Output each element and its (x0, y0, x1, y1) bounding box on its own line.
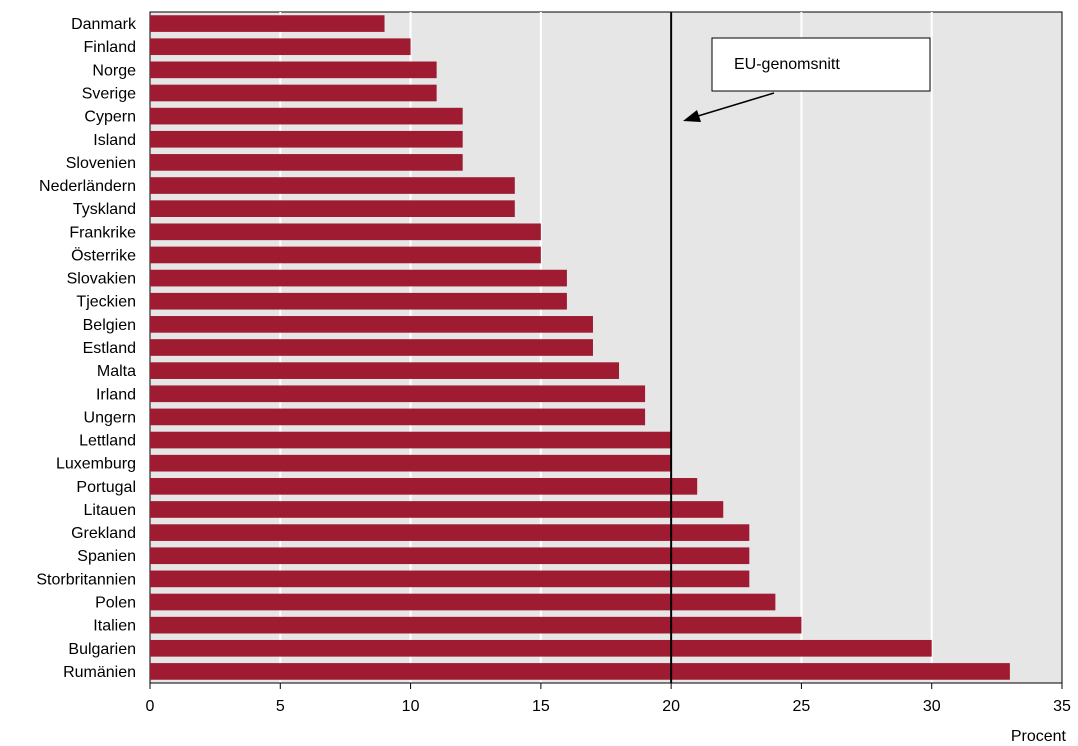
bar (150, 362, 620, 379)
arrow-icon (683, 110, 701, 122)
bar (150, 524, 750, 541)
bar (150, 477, 698, 495)
category-label: Finland (84, 39, 136, 56)
bar (150, 223, 541, 241)
category-label: Italien (93, 618, 136, 635)
category-label: Rumänien (63, 664, 136, 681)
category-label: Island (93, 132, 136, 149)
bar (150, 177, 515, 194)
bar (150, 15, 385, 32)
x-tick-label: 20 (662, 698, 680, 715)
x-tick-label: 25 (793, 698, 811, 715)
bar (150, 200, 515, 218)
bar (150, 246, 541, 264)
category-label: Portugal (76, 479, 136, 496)
eu-average-annotation: EU-genomsnitt (683, 37, 931, 122)
category-label: Storbritannien (36, 571, 136, 588)
bar (150, 385, 646, 403)
category-label: Lettland (79, 433, 136, 450)
bar (150, 639, 932, 657)
x-axis-unit-label: Procent (1011, 728, 1067, 745)
x-tick-label: 10 (402, 698, 420, 715)
x-tick-label: 5 (276, 698, 285, 715)
bar (150, 501, 724, 518)
category-label: Österrike (71, 246, 136, 264)
category-label: Cypern (84, 109, 136, 126)
bar (150, 616, 802, 634)
bar (150, 154, 463, 171)
category-label: Danmark (71, 16, 137, 33)
bar (150, 593, 776, 611)
bar (150, 408, 646, 426)
bar (150, 130, 463, 148)
annotation-box (711, 37, 931, 92)
x-tick-label: 30 (923, 698, 941, 715)
bar (150, 38, 411, 56)
category-label: Polen (95, 595, 136, 612)
bars (150, 15, 1010, 680)
bar (150, 431, 672, 449)
bar (150, 84, 437, 102)
bar (150, 316, 593, 333)
category-label: Sverige (82, 85, 136, 102)
x-tick-label: 0 (146, 698, 155, 715)
x-tick-labels: 0 5 10 15 20 25 30 35 (146, 698, 1071, 715)
x-tick-label: 35 (1053, 698, 1071, 715)
category-label: Irland (96, 386, 136, 403)
category-label: Tyskland (73, 201, 136, 218)
category-labels: Danmark Finland Norge Sverige Cypern Island Sl… (36, 16, 137, 681)
category-label: Belgien (83, 317, 136, 334)
bar (150, 292, 567, 310)
category-label: Tjeckien (76, 294, 136, 311)
category-label: Bulgarien (68, 641, 136, 658)
category-label: Norge (92, 62, 136, 79)
bar (150, 663, 1010, 680)
annotation-label: EU-genomsnitt (734, 56, 840, 73)
bar (150, 339, 593, 356)
bar (150, 547, 750, 565)
bar (150, 61, 437, 79)
category-label: Luxemburg (56, 456, 136, 473)
category-label: Spanien (77, 548, 136, 565)
category-label: Litauen (84, 502, 137, 519)
x-tick-label: 15 (532, 698, 550, 715)
category-label: Ungern (84, 409, 136, 426)
category-label: Malta (97, 363, 136, 380)
category-label: Slovakien (67, 271, 136, 288)
category-label: Grekland (71, 525, 136, 542)
bar (150, 570, 750, 588)
bar (150, 107, 463, 125)
category-label: Nederländern (39, 178, 136, 195)
category-label: Frankrike (69, 224, 136, 241)
annotation-arrow-line (697, 92, 775, 117)
x-axis (149, 682, 1063, 689)
category-label: Estland (83, 340, 136, 357)
bar (150, 269, 567, 287)
bar (150, 454, 672, 472)
category-label: Slovenien (66, 155, 136, 172)
